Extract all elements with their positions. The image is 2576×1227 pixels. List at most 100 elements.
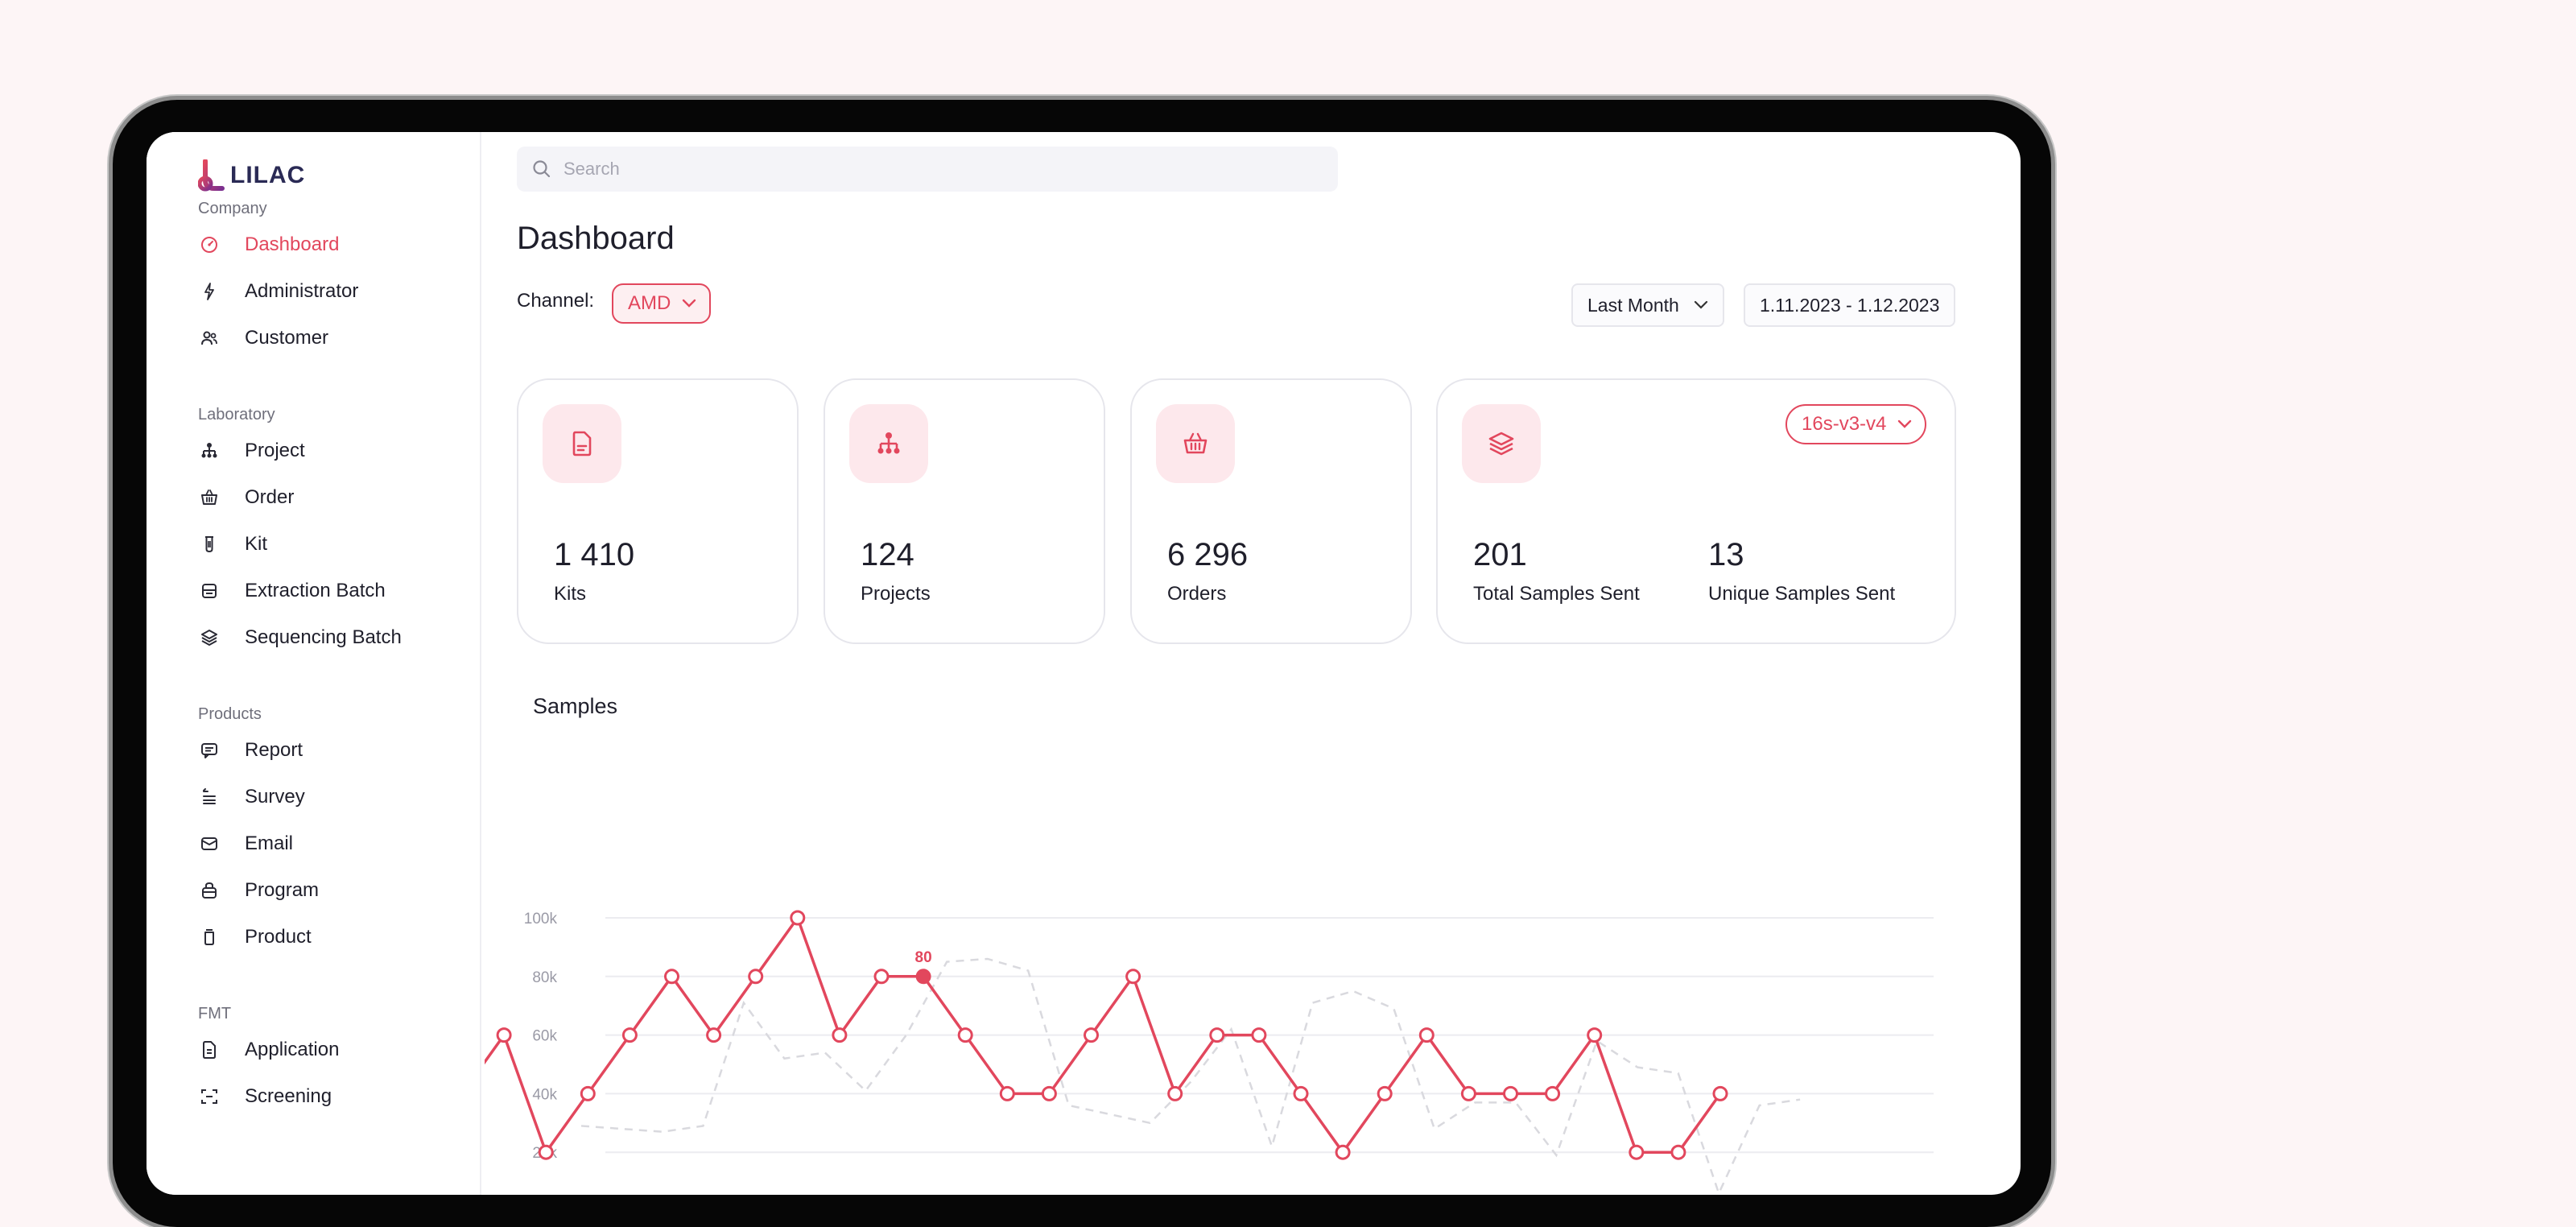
- sidebar: LILAC Company Dashboard Administrator Custo…: [147, 132, 481, 1195]
- sidebar-item-label: Report: [245, 739, 303, 761]
- sidebar-item-screening[interactable]: Screening: [198, 1079, 332, 1114]
- test-tube-icon: [198, 533, 221, 556]
- data-point: [1209, 1027, 1225, 1043]
- unique-samples-label: Unique Samples Sent: [1708, 583, 1896, 605]
- sidebar-item-customer[interactable]: Customer: [198, 320, 328, 356]
- y-tick-label: 40k: [532, 1086, 557, 1103]
- list-icon: [198, 786, 221, 808]
- region-select[interactable]: 16s-v3-v4: [1785, 404, 1927, 444]
- data-point: [748, 969, 764, 985]
- channel-select[interactable]: AMD: [612, 283, 712, 324]
- lock-box-icon: [198, 879, 221, 902]
- region-value: 16s-v3-v4: [1802, 413, 1887, 435]
- data-point: [1670, 1144, 1686, 1160]
- jar-icon: [198, 926, 221, 948]
- data-point: [790, 910, 806, 926]
- data-point: [1460, 1085, 1476, 1101]
- sidebar-item-order[interactable]: Order: [198, 480, 294, 515]
- basket-icon: [1183, 432, 1208, 454]
- data-point: [1377, 1085, 1393, 1101]
- samples-icon-tile: [1462, 404, 1541, 483]
- sidebar-item-kit[interactable]: Kit: [198, 527, 267, 562]
- data-point: [706, 1027, 722, 1043]
- sidebar-section-laboratory: Laboratory: [198, 406, 275, 423]
- data-point: [1712, 1085, 1728, 1101]
- scan-icon: [198, 1085, 221, 1108]
- orders-value: 6 296: [1167, 537, 1249, 572]
- data-point: [1251, 1027, 1267, 1043]
- tray-icon: [198, 580, 221, 602]
- brand-logo[interactable]: LILAC: [198, 159, 305, 192]
- sidebar-item-application[interactable]: Application: [198, 1032, 339, 1068]
- sidebar-item-program[interactable]: Program: [198, 873, 319, 908]
- sidebar-section-products: Products: [198, 705, 262, 723]
- projects-card[interactable]: 124 Projects: [824, 378, 1105, 644]
- total-samples-value: 201: [1473, 537, 1527, 572]
- data-point: [999, 1085, 1015, 1101]
- date-range-value: 1.11.2023 - 1.12.2023: [1760, 294, 1940, 316]
- y-tick-label: 100k: [524, 911, 558, 927]
- sidebar-item-project[interactable]: Project: [198, 433, 305, 469]
- data-point: [1503, 1085, 1518, 1101]
- layers-icon: [1488, 432, 1514, 456]
- data-point: [580, 1085, 596, 1101]
- search-bar[interactable]: [517, 147, 1338, 192]
- basket-icon: [198, 486, 221, 509]
- projects-label: Projects: [861, 583, 931, 605]
- page-title: Dashboard: [517, 221, 675, 256]
- sidebar-item-label: Sequencing Batch: [245, 626, 402, 648]
- sidebar-item-sequencing-batch[interactable]: Sequencing Batch: [198, 620, 402, 655]
- data-point: [621, 1027, 638, 1043]
- data-point: [915, 969, 931, 985]
- y-tick-label: 80k: [532, 969, 557, 986]
- file-icon: [572, 431, 592, 457]
- projects-icon-tile: [849, 404, 928, 483]
- document-icon: [198, 1039, 221, 1061]
- orders-icon-tile: [1156, 404, 1235, 483]
- data-point: [1587, 1027, 1603, 1043]
- sidebar-section-company: Company: [198, 200, 267, 217]
- sidebar-item-survey[interactable]: Survey: [198, 779, 305, 815]
- data-point: [1167, 1085, 1183, 1101]
- channel-label: Channel:: [517, 290, 595, 312]
- sidebar-item-label: Email: [245, 832, 294, 854]
- total-samples-label: Total Samples Sent: [1473, 583, 1640, 605]
- sidebar-item-label: Customer: [245, 327, 329, 349]
- kits-value: 1 410: [554, 537, 635, 572]
- sidebar-item-label: Extraction Batch: [245, 580, 386, 601]
- sidebar-item-email[interactable]: Email: [198, 826, 293, 861]
- layers-icon: [198, 626, 221, 649]
- sidebar-item-label: Administrator: [245, 280, 359, 302]
- sidebar-item-product[interactable]: Product: [198, 919, 312, 955]
- sidebar-item-label: Product: [245, 926, 312, 948]
- data-point: [1629, 1144, 1645, 1160]
- data-point: [496, 1027, 512, 1043]
- data-point: [1041, 1085, 1057, 1101]
- data-point: [1084, 1027, 1099, 1043]
- kits-card[interactable]: 1 410 Kits: [517, 378, 799, 644]
- sidebar-item-label: Application: [245, 1039, 340, 1060]
- hierarchy-icon: [877, 432, 900, 454]
- users-icon: [198, 327, 221, 349]
- message-icon: [198, 739, 221, 762]
- highlight-data-label: 80: [915, 949, 932, 966]
- date-range-picker[interactable]: 1.11.2023 - 1.12.2023: [1744, 283, 1956, 327]
- brand-name: LILAC: [230, 162, 306, 188]
- chevron-down-icon: [683, 299, 696, 308]
- chevron-down-icon: [1898, 419, 1912, 428]
- sidebar-item-administrator[interactable]: Administrator: [198, 274, 358, 309]
- sidebar-item-dashboard[interactable]: Dashboard: [198, 227, 339, 262]
- chevron-down-icon: [1694, 300, 1707, 309]
- orders-card[interactable]: 6 296 Orders: [1130, 378, 1412, 644]
- search-input[interactable]: [562, 158, 1290, 180]
- sidebar-item-label: Order: [245, 486, 295, 508]
- orders-label: Orders: [1167, 583, 1227, 605]
- sidebar-item-report[interactable]: Report: [198, 733, 303, 768]
- samples-card[interactable]: 16s-v3-v4 201 Total Samples Sent 13 Uniq…: [1436, 378, 1956, 644]
- data-point: [1293, 1085, 1309, 1101]
- chart-title: Samples: [533, 694, 618, 718]
- period-select[interactable]: Last Month: [1571, 283, 1724, 327]
- y-tick-label: 60k: [532, 1028, 557, 1045]
- data-point: [1418, 1027, 1435, 1043]
- sidebar-item-extraction-batch[interactable]: Extraction Batch: [198, 573, 386, 609]
